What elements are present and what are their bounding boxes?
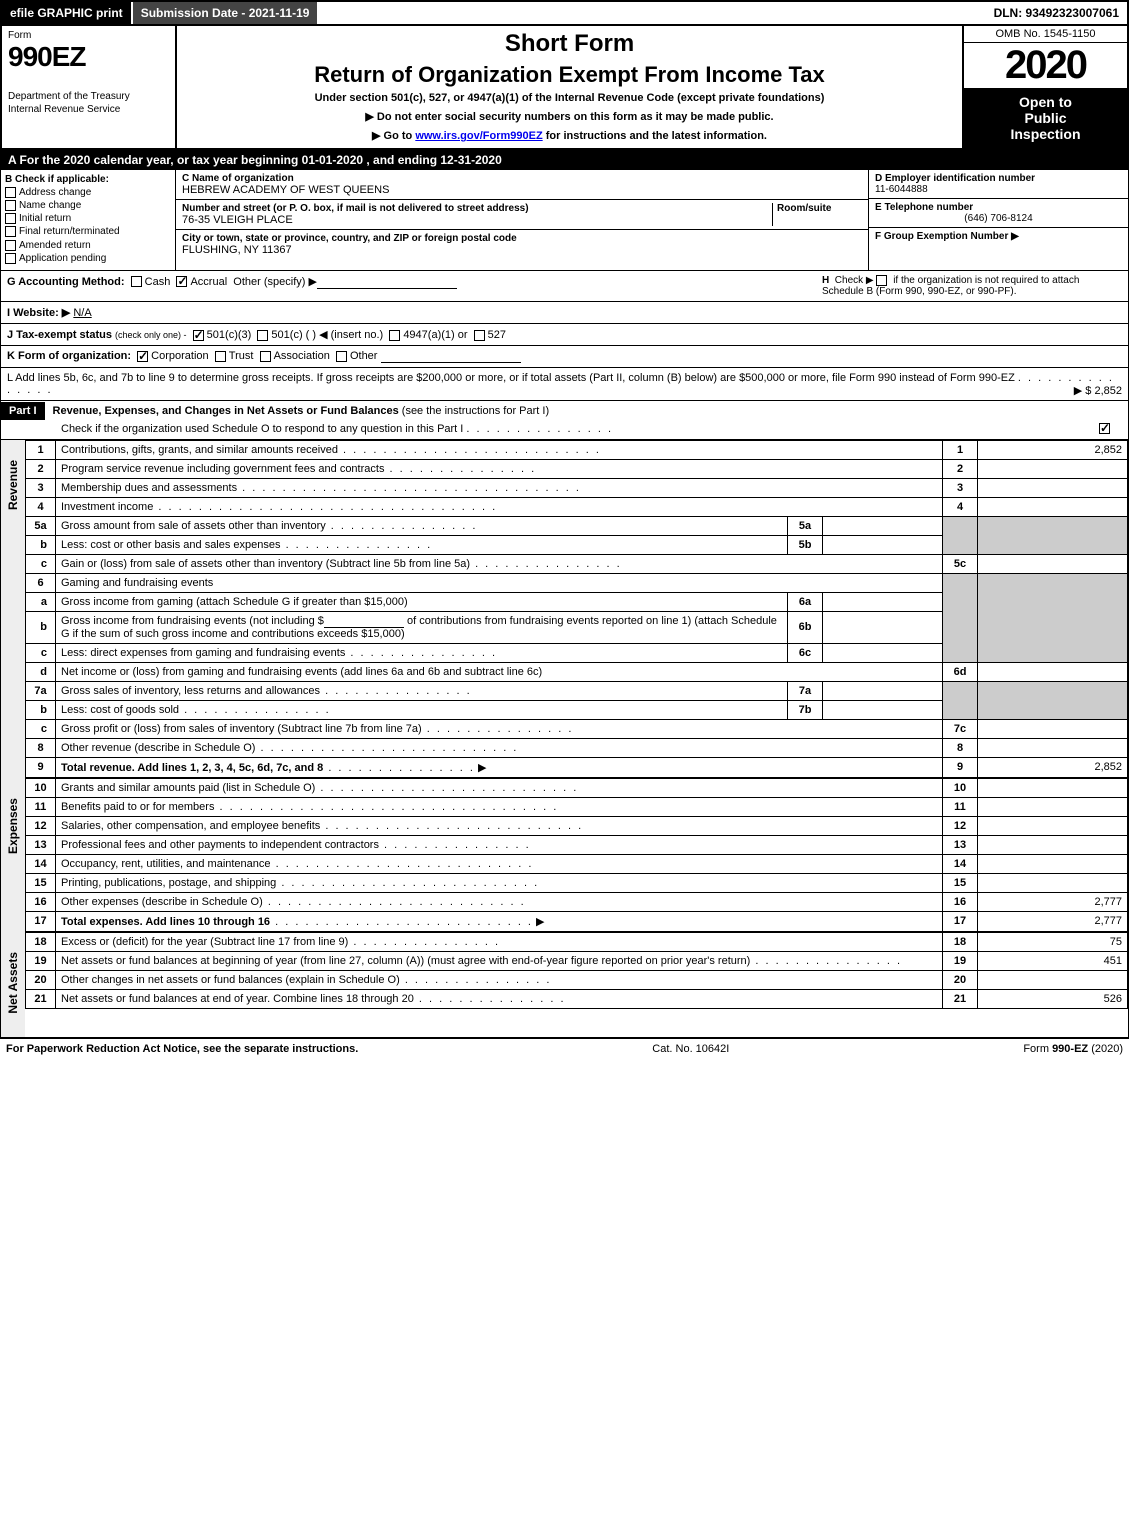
chk-527[interactable] xyxy=(474,330,485,341)
row-a-period: A For the 2020 calendar year, or tax yea… xyxy=(0,150,1129,170)
c-street-label: Number and street (or P. O. box, if mail… xyxy=(182,203,529,214)
d-label: D Employer identification number xyxy=(875,173,1035,184)
dept-treasury: Department of the Treasury xyxy=(8,91,169,102)
e-label: E Telephone number xyxy=(875,202,973,213)
chk-h[interactable] xyxy=(876,275,887,286)
under-section: Under section 501(c), 527, or 4947(a)(1)… xyxy=(185,92,954,104)
form-header: Form 990EZ Department of the Treasury In… xyxy=(0,26,1129,150)
phone-val: (646) 706-8124 xyxy=(875,213,1122,224)
chk-cash[interactable] xyxy=(131,276,142,287)
c-city-label: City or town, state or province, country… xyxy=(182,233,517,244)
i-label: I Website: ▶ xyxy=(7,307,70,319)
footer-mid: Cat. No. 10642I xyxy=(652,1043,729,1055)
k-other-input[interactable] xyxy=(381,350,521,363)
g-label: G Accounting Method: xyxy=(7,276,125,288)
inspection: Inspection xyxy=(968,126,1123,142)
vtab-revenue: Revenue xyxy=(1,440,25,778)
col-b-label: B Check if applicable: xyxy=(5,174,171,185)
room-label: Room/suite xyxy=(777,203,831,214)
tax-year: 2020 xyxy=(964,43,1127,88)
return-title: Return of Organization Exempt From Incom… xyxy=(185,62,954,88)
expenses-table: 10Grants and similar amounts paid (list … xyxy=(25,778,1128,932)
part1-check-text: Check if the organization used Schedule … xyxy=(61,423,463,435)
submission-date: Submission Date - 2021-11-19 xyxy=(131,2,318,24)
h-label: H xyxy=(822,275,829,286)
chk-other-org[interactable] xyxy=(336,351,347,362)
chk-501c3[interactable] xyxy=(193,330,204,341)
col-def: D Employer identification number 11-6044… xyxy=(868,170,1128,270)
netassets-table: 18Excess or (deficit) for the year (Subt… xyxy=(25,932,1128,1009)
goto-post: for instructions and the latest informat… xyxy=(543,130,767,142)
short-form-title: Short Form xyxy=(185,30,954,58)
c-name-label: C Name of organization xyxy=(182,173,294,184)
netassets-section: Net Assets 18Excess or (deficit) for the… xyxy=(0,932,1129,1038)
chk-address[interactable] xyxy=(5,187,16,198)
website-val: N/A xyxy=(73,307,91,319)
chk-final[interactable] xyxy=(5,226,16,237)
info-grid: B Check if applicable: Address change Na… xyxy=(0,170,1129,271)
form-word: Form xyxy=(8,30,169,41)
l21-amt: 526 xyxy=(978,989,1128,1008)
chk-pending[interactable] xyxy=(5,253,16,264)
part1-header: Part I Revenue, Expenses, and Changes in… xyxy=(0,401,1129,440)
row-i: I Website: ▶ N/A xyxy=(0,302,1129,324)
city-val: FLUSHING, NY 11367 xyxy=(182,244,292,256)
efile-label[interactable]: efile GRAPHIC print xyxy=(2,2,131,24)
l-amt: ▶ $ 2,852 xyxy=(1074,384,1122,397)
col-c: C Name of organization HEBREW ACADEMY OF… xyxy=(176,170,868,270)
chk-trust[interactable] xyxy=(215,351,226,362)
vtab-expenses: Expenses xyxy=(1,778,25,932)
col-b: B Check if applicable: Address change Na… xyxy=(1,170,176,270)
chk-name[interactable] xyxy=(5,200,16,211)
goto-line: ▶ Go to www.irs.gov/Form990EZ for instru… xyxy=(185,129,954,142)
l9-amt: 2,852 xyxy=(978,757,1128,777)
chk-part1-o[interactable] xyxy=(1099,423,1110,434)
l18-amt: 75 xyxy=(978,932,1128,951)
footer-right: Form 990-EZ (2020) xyxy=(1023,1043,1123,1055)
l16-amt: 2,777 xyxy=(978,892,1128,911)
open-to: Open to xyxy=(968,94,1123,110)
l19-amt: 451 xyxy=(978,951,1128,970)
chk-501c[interactable] xyxy=(257,330,268,341)
chk-corp[interactable] xyxy=(137,351,148,362)
chk-accrual[interactable] xyxy=(176,276,187,287)
inspection-box: Open to Public Inspection xyxy=(964,88,1127,148)
chk-initial[interactable] xyxy=(5,213,16,224)
l17-amt: 2,777 xyxy=(978,911,1128,931)
part1-title: Revenue, Expenses, and Changes in Net As… xyxy=(45,401,558,421)
goto-pre: ▶ Go to xyxy=(372,130,415,142)
goto-link[interactable]: www.irs.gov/Form990EZ xyxy=(415,130,542,142)
public: Public xyxy=(968,110,1123,126)
other-input[interactable] xyxy=(317,276,457,289)
l-text: L Add lines 5b, 6c, and 7b to line 9 to … xyxy=(7,372,1015,384)
row-gh: G Accounting Method: Cash Accrual Other … xyxy=(0,271,1129,302)
dln-label: DLN: 93492323007061 xyxy=(986,2,1127,24)
dept-irs: Internal Revenue Service xyxy=(8,104,169,115)
top-bar: efile GRAPHIC print Submission Date - 20… xyxy=(0,0,1129,26)
l1-amt: 2,852 xyxy=(978,440,1128,459)
row-k: K Form of organization: Corporation Trus… xyxy=(0,346,1129,368)
row-l: L Add lines 5b, 6c, and 7b to line 9 to … xyxy=(0,368,1129,401)
org-name: HEBREW ACADEMY OF WEST QUEENS xyxy=(182,184,389,196)
footer-left: For Paperwork Reduction Act Notice, see … xyxy=(6,1043,358,1055)
ein-val: 11-6044888 xyxy=(875,184,928,195)
revenue-section: Revenue 1Contributions, gifts, grants, a… xyxy=(0,440,1129,778)
chk-amended[interactable] xyxy=(5,240,16,251)
f-label: F Group Exemption Number ▶ xyxy=(875,231,1019,242)
chk-assoc[interactable] xyxy=(260,351,271,362)
6b-amount-input[interactable] xyxy=(324,615,404,628)
omb-number: OMB No. 1545-1150 xyxy=(964,26,1127,43)
k-label: K Form of organization: xyxy=(7,350,131,362)
vtab-netassets: Net Assets xyxy=(1,932,25,1037)
j-label: J Tax-exempt status xyxy=(7,329,112,341)
expenses-section: Expenses 10Grants and similar amounts pa… xyxy=(0,778,1129,932)
revenue-table: 1Contributions, gifts, grants, and simil… xyxy=(25,440,1128,778)
do-not-enter: ▶ Do not enter social security numbers o… xyxy=(185,110,954,123)
form-code: 990EZ xyxy=(8,41,169,73)
row-j: J Tax-exempt status (check only one) - 5… xyxy=(0,324,1129,346)
chk-4947[interactable] xyxy=(389,330,400,341)
page-footer: For Paperwork Reduction Act Notice, see … xyxy=(0,1038,1129,1059)
part1-label: Part I xyxy=(1,402,45,420)
street-val: 76-35 VLEIGH PLACE xyxy=(182,214,293,226)
